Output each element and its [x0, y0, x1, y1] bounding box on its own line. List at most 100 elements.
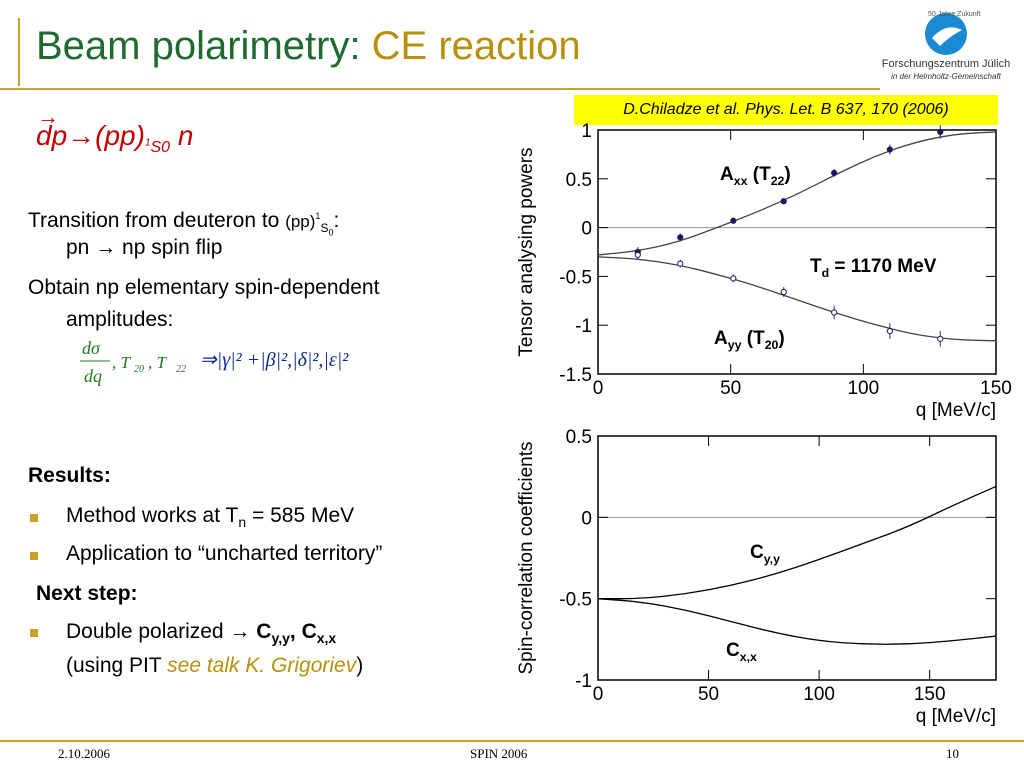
bullet-icon [30, 514, 38, 522]
transition-line: Transition from deuteron to (pp)1S0: [28, 200, 339, 249]
formula-t20: , T [112, 353, 132, 372]
transition-state: (pp) [285, 212, 316, 231]
data-point [730, 275, 737, 282]
y-axis-label: Spin-correlation coefficients [516, 441, 537, 674]
y-tick-label: -1.5 [559, 365, 592, 386]
citation-box: D.Chiladze et al. Phys. Let. B 637, 170 … [574, 95, 998, 125]
bullet3-c2-sub: x,x [316, 630, 337, 647]
data-point [831, 169, 838, 177]
reaction-lhs: dp→(pp) [36, 120, 145, 151]
polarization-arrow-icon: → [37, 104, 59, 129]
formula-numerator: dσ [82, 338, 101, 358]
bullet3b-open: (using PIT [66, 654, 168, 677]
bullet3-comma: , [289, 620, 302, 643]
footer-date: 2.10.2006 [58, 746, 110, 761]
fz-juelich-logo: 50 Jahre Zukunft [925, 11, 981, 55]
x-tick-label: 50 [698, 684, 719, 705]
x-tick-label: 100 [803, 684, 835, 705]
plot-frame [597, 129, 997, 375]
result-bullet-1: Method works at Tn = 585 MeV [66, 500, 354, 538]
series-line-1 [597, 598, 997, 645]
data-point [780, 198, 787, 205]
amplitudes-line: amplitudes: [66, 308, 174, 331]
transition-sup: 1 [315, 211, 321, 221]
y-tick-label: 0 [581, 508, 592, 529]
reaction-formula: dp→(pp)1S0 n [36, 120, 193, 157]
x-tick-label: 100 [847, 378, 879, 399]
bullet3-c1-sub: y,y [271, 630, 290, 647]
title-accent: CE reaction [371, 24, 581, 68]
x-axis-label: q [MeV/c] [916, 400, 996, 421]
x-tick-label: 50 [720, 378, 741, 399]
legend-ayy: Ayy (T20) [714, 328, 785, 352]
bullet1-tail: = 585 MeV [246, 504, 355, 527]
title-accent-rule [18, 18, 20, 86]
legend-cxx: Cx,x [726, 640, 757, 664]
data-point [780, 288, 787, 296]
y-tick-label: -1 [575, 316, 592, 337]
title-underline [0, 88, 880, 90]
footer-conference: SPIN 2006 [470, 746, 528, 761]
amplitude-formula: dσ dq , T 20 , T 22 ⇒|γ|² +|β|²,|δ|²,|ε|… [80, 338, 349, 386]
footer-page-number: 10 [946, 746, 959, 761]
title-main: Beam polarimetry: [36, 24, 372, 68]
bullet3-c1: C [256, 620, 272, 643]
next-step-heading: Next step: [36, 582, 138, 605]
result-bullet-2: Application to “uncharted territory” [66, 542, 383, 565]
bullet-icon [30, 552, 38, 560]
data-point [677, 260, 684, 267]
data-point [937, 335, 944, 342]
y-tick-label: 0 [581, 219, 592, 240]
legend-axx: Axx (T22) [720, 164, 791, 188]
x-tick-label: 0 [593, 378, 604, 399]
bullet3-c2: C [301, 620, 317, 643]
bullet1-sub: n [238, 514, 247, 531]
bullet3-text: Double polarized → [66, 620, 257, 643]
transition-sub: S [320, 221, 329, 236]
talk-reference-link[interactable]: see talk K. Grigoriev [167, 654, 357, 677]
series-line-0 [597, 131, 997, 256]
bullet3b-close: ) [356, 654, 364, 677]
data-point [886, 146, 893, 153]
series-line-1 [597, 256, 997, 342]
obtain-line: Obtain np elementary spin-dependent [28, 276, 380, 299]
logo-subtitle: in der Helmholtz-Gemeinschaft [891, 72, 1001, 81]
data-point [831, 309, 838, 316]
footer-rule [0, 740, 1024, 742]
spin-flip-line: pn → np spin flip [66, 236, 223, 259]
transition-text: Transition from deuteron to [28, 209, 286, 232]
formula-t22: , T [148, 353, 168, 372]
data-point [634, 251, 641, 259]
formula-rhs: ⇒|γ|² +|β|²,|δ|²,|ε|² [200, 349, 349, 371]
y-tick-label: 0.5 [566, 427, 592, 448]
data-point [730, 217, 737, 224]
x-axis-label: q [MeV/c] [916, 706, 996, 727]
reaction-rhs: n [170, 120, 194, 151]
bullet1-text: Method works at T [66, 504, 239, 527]
transition-colon: : [333, 209, 340, 232]
next-step-bullet: Double polarized → Cy,y, Cx,x [66, 616, 336, 654]
logo-badge: 50 Jahre Zukunft [928, 11, 981, 18]
reaction-state-sub: S0 [150, 138, 171, 156]
series-line-0 [597, 485, 997, 600]
next-step-detail: (using PIT see talk K. Grigoriev) [66, 650, 363, 682]
logo-name: Forschungszentrum Jülich [881, 58, 1011, 70]
y-tick-label: -0.5 [559, 267, 592, 288]
legend-cyy: Cy,y [750, 542, 780, 566]
formula-t22-sub: 22 [176, 364, 186, 375]
reaction-state-sup: 1 [144, 137, 151, 149]
y-tick-label: -0.5 [559, 590, 592, 611]
logo-swoosh [932, 27, 962, 46]
data-point [677, 234, 684, 241]
formula-t20-sub: 20 [134, 364, 144, 375]
y-tick-label: 1 [581, 121, 592, 142]
x-tick-label: 150 [980, 378, 1012, 399]
results-heading: Results: [28, 464, 111, 487]
formula-denominator: dq [84, 366, 102, 386]
x-tick-label: 0 [593, 684, 604, 705]
y-axis-label: Tensor analysing powers [516, 147, 537, 356]
x-tick-label: 150 [914, 684, 946, 705]
